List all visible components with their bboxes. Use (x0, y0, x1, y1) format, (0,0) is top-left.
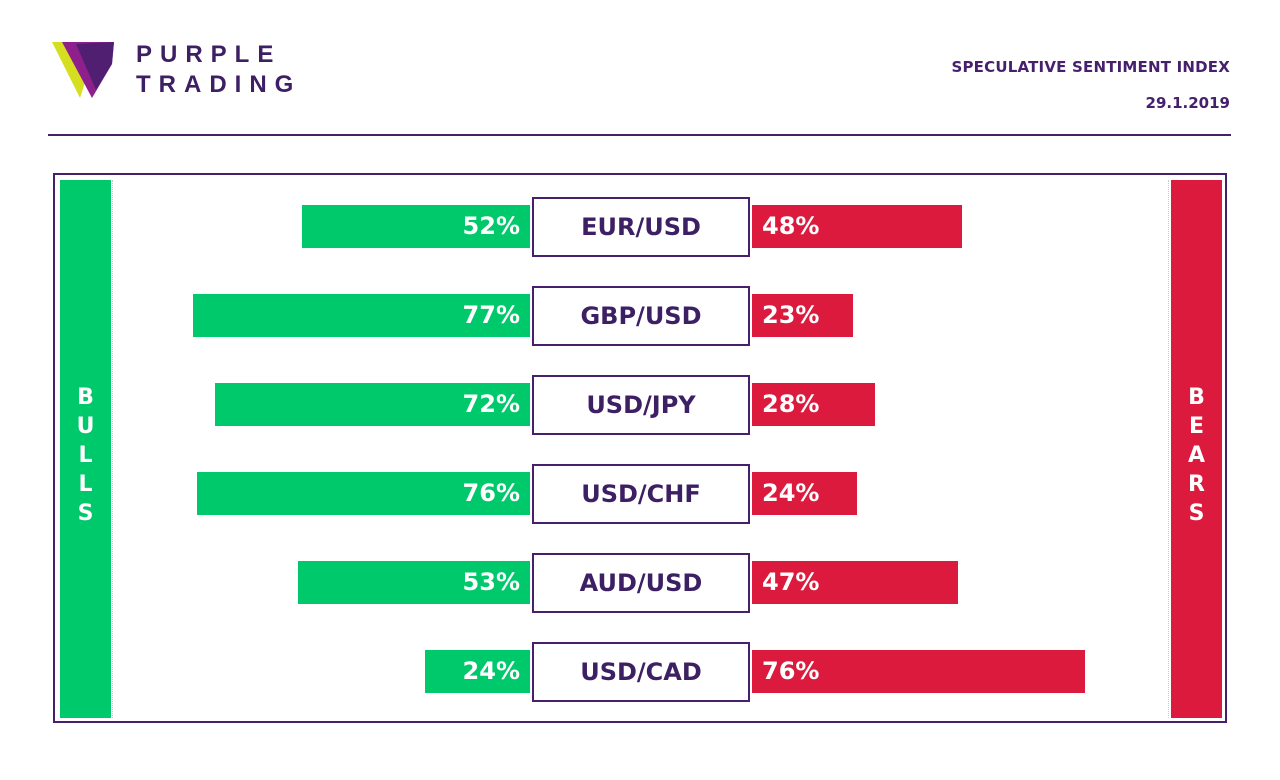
bulls-side-bar (60, 180, 111, 718)
bulls-label-letter: S (77, 501, 94, 526)
bulls-bar: 53% (298, 561, 530, 604)
bulls-value-label: 24% (462, 657, 520, 685)
bears-bar: 28% (752, 383, 875, 426)
currency-pair-label: GBP/USD (532, 286, 750, 346)
bears-value-label: 24% (762, 479, 820, 507)
bears-value-label: 47% (762, 568, 820, 596)
bulls-bar: 52% (302, 205, 530, 248)
bears-value-label: 23% (762, 301, 820, 329)
purple-trading-logo: PURPLE TRADING (52, 40, 304, 98)
currency-pair-label: EUR/USD (532, 197, 750, 257)
bulls-label-letter: L (78, 443, 93, 468)
chart-frame (53, 173, 1227, 723)
currency-pair-label: AUD/USD (532, 553, 750, 613)
logo-text-line2: TRADING (136, 71, 302, 98)
bears-bar: 48% (752, 205, 962, 248)
bulls-value-label: 76% (462, 479, 520, 507)
bears-bar: 23% (752, 294, 853, 337)
header-divider (48, 134, 1231, 136)
bears-label-letter: A (1187, 443, 1206, 468)
bears-side-bar (1171, 180, 1222, 718)
bulls-value-label: 77% (462, 301, 520, 329)
bears-bar: 76% (752, 650, 1085, 693)
purple-trading-logo-icon (52, 42, 114, 98)
bulls-value-label: 53% (462, 568, 520, 596)
currency-pair-label: USD/JPY (532, 375, 750, 435)
bears-bar: 47% (752, 561, 958, 604)
logo-text-line1: PURPLE (136, 41, 282, 68)
bears-label-letter: E (1188, 414, 1205, 439)
bears-bar: 24% (752, 472, 857, 515)
page-title: SPECULATIVE SENTIMENT INDEX (951, 58, 1230, 76)
currency-pair-label: USD/CHF (532, 464, 750, 524)
bears-value-label: 28% (762, 390, 820, 418)
bears-label-letter: S (1188, 501, 1205, 526)
bears-label-letter: R (1188, 472, 1205, 497)
bulls-value-label: 72% (462, 390, 520, 418)
bears-value-label: 76% (762, 657, 820, 685)
bulls-label-letter: B (77, 385, 94, 410)
bulls-label-letter: L (78, 472, 93, 497)
bears-label-letter: B (1188, 385, 1205, 410)
bears-divider-dotted (1168, 180, 1169, 718)
bulls-bar: 77% (193, 294, 530, 337)
bulls-bar: 72% (215, 383, 530, 426)
bulls-bar: 24% (425, 650, 530, 693)
bears-value-label: 48% (762, 212, 820, 240)
bulls-bar: 76% (197, 472, 530, 515)
bulls-label-letter: U (76, 414, 95, 439)
report-date: 29.1.2019 (1145, 94, 1230, 112)
bulls-divider-dotted (112, 180, 113, 718)
bulls-value-label: 52% (462, 212, 520, 240)
currency-pair-label: USD/CAD (532, 642, 750, 702)
